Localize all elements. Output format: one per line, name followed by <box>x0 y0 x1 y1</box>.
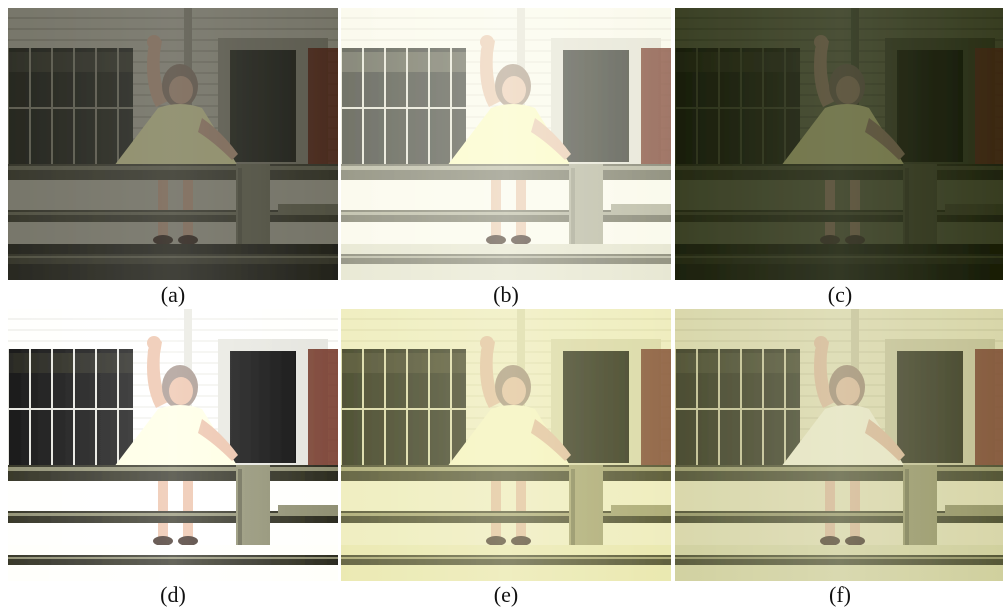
scene-svg <box>675 309 1003 581</box>
caption-b: (b) <box>493 282 519 307</box>
caption-c: (c) <box>827 282 853 307</box>
caption-a: (a) <box>160 282 186 307</box>
scene-svg <box>675 8 1003 280</box>
image-panel-f <box>675 309 1003 581</box>
image-panel-d <box>8 309 338 581</box>
image-panel-c <box>675 8 1003 280</box>
scene-svg <box>341 8 671 280</box>
caption-f: (f) <box>829 582 851 607</box>
image-panel-b <box>341 8 671 280</box>
image-panel-e <box>341 309 671 581</box>
scene-svg <box>341 309 671 581</box>
caption-e: (e) <box>493 582 519 607</box>
image-panel-a <box>8 8 338 280</box>
caption-d: (d) <box>160 582 186 607</box>
scene-svg <box>8 8 338 280</box>
scene-svg <box>8 309 338 581</box>
